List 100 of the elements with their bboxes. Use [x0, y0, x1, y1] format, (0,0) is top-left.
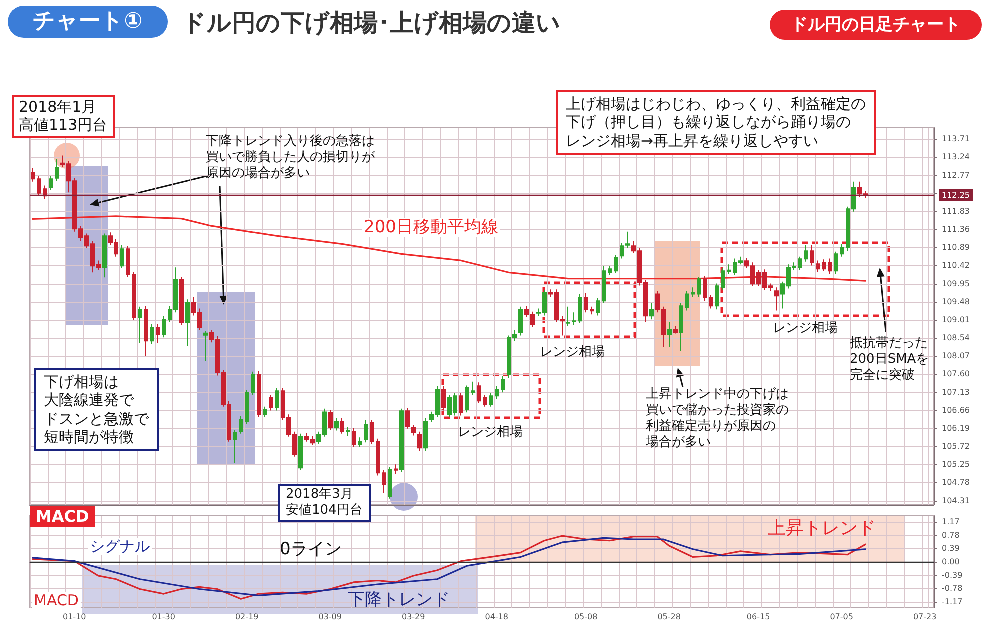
candlestick [37, 176, 41, 197]
x-tick-label: 03-09 [318, 612, 342, 622]
candlestick [840, 244, 844, 258]
candlestick [144, 306, 148, 357]
candlestick [203, 330, 208, 362]
series-label: MACD [34, 592, 79, 610]
candlestick [411, 424, 416, 436]
candlestick [572, 312, 576, 326]
annotation: 下降トレンド入り後の急落は買いで勝負した人の損切りが原因の場合が多い [206, 134, 375, 182]
y-tick-label: 111.83 [942, 206, 970, 216]
candlestick [822, 259, 826, 272]
candlestick [275, 388, 279, 412]
y-tick-label: 105.25 [942, 460, 970, 470]
candlestick [590, 306, 594, 316]
candlestick [602, 266, 606, 304]
candlestick [328, 409, 333, 431]
candlestick [608, 266, 612, 276]
candlestick [477, 382, 481, 404]
y-tick-label: 107.13 [942, 388, 970, 397]
candlestick [721, 268, 725, 291]
candlestick [394, 464, 398, 475]
x-tick-label: 01-30 [152, 612, 176, 622]
candlestick [518, 306, 523, 336]
candlestick [185, 299, 190, 347]
candlestick [120, 244, 124, 269]
candlestick [49, 176, 53, 191]
candlestick [102, 233, 107, 278]
x-tick-label: 07-23 [913, 612, 937, 622]
x-tick-label: 05-28 [658, 612, 681, 622]
candlestick [667, 322, 672, 348]
y-tick-label: 109.95 [942, 279, 970, 288]
y-tick-label: 106.66 [942, 406, 970, 415]
candlestick [382, 470, 386, 494]
candlestick [614, 254, 618, 274]
annotation: 2018年1月高値113円台 [19, 98, 108, 135]
candlestick [566, 306, 570, 327]
candlestick [269, 394, 273, 412]
x-tick-label: 06-15 [746, 612, 770, 622]
text: ドル円の日足チャート [770, 10, 982, 40]
annotation: レンジ相場 [773, 321, 838, 337]
candlestick [727, 264, 731, 275]
chart-subtitle: チャート① [8, 6, 168, 38]
y-tick-label: -0.39 [942, 570, 963, 580]
candlestick [257, 370, 261, 418]
candlestick [471, 381, 475, 396]
ref-line-label: 112.25 [942, 190, 970, 200]
y-tick-label: 109.48 [942, 297, 970, 306]
y-tick-label: 109.01 [942, 315, 970, 324]
series-label: 200日移動平均線 [364, 218, 498, 238]
y-tick-label: 110.42 [942, 261, 970, 270]
x-tick-label: 07-05 [830, 612, 854, 622]
y-tick-label: 108.54 [942, 334, 970, 343]
y-tick-label: -0.78 [942, 584, 963, 594]
x-tick-label: 05-08 [574, 612, 598, 622]
candlestick [703, 276, 707, 302]
y-tick-label: 105.72 [942, 442, 970, 452]
candlestick [138, 306, 142, 344]
candlestick [495, 386, 499, 400]
candlestick [340, 418, 344, 434]
candlestick [263, 406, 267, 418]
candlestick [798, 256, 802, 271]
chart-title: ドル円の下げ相場･上げ相場の違い [182, 8, 561, 39]
x-tick-label: 01-10 [62, 612, 86, 622]
candlestick [399, 408, 404, 473]
candlestick [364, 420, 368, 444]
annotation: 下げ相場は大陰線連発でドスンと急激で短時間が特徴 [44, 373, 149, 446]
candlestick [804, 244, 808, 262]
y-tick-label: 107.60 [942, 370, 970, 379]
candlestick [126, 246, 130, 278]
ref-line-label: 0ライン [280, 540, 342, 560]
candlestick [834, 251, 838, 275]
candlestick [596, 298, 600, 316]
candlestick [673, 326, 678, 334]
y-tick-label: 1.17 [942, 518, 960, 527]
candlestick [697, 276, 701, 298]
candlestick [715, 283, 719, 310]
candlestick [578, 294, 582, 324]
candlestick [685, 290, 689, 312]
candlestick [245, 390, 249, 425]
x-tick-label: 03-29 [402, 612, 426, 622]
candlestick [233, 429, 237, 464]
candlestick [405, 408, 410, 430]
candlestick [828, 258, 832, 275]
candlestick [774, 287, 779, 312]
series-label: シグナル [90, 538, 150, 556]
y-tick-label: 104.78 [942, 478, 970, 488]
candlestick [179, 276, 184, 326]
annotation: 2018年3月安値104円台 [286, 487, 363, 519]
y-tick-label: 110.89 [942, 243, 970, 252]
candlestick [679, 302, 683, 352]
annotation: 上げ相場はじわじわ、ゆっくり、利益確定の下げ（押し目）も繰り返しながら踊り場のレンジ相場→再上昇を繰り返しやすい [566, 95, 866, 150]
candlestick [810, 244, 814, 266]
candlestick [162, 316, 166, 338]
y-tick-label: 108.07 [942, 352, 970, 361]
y-tick-label: 113.71 [942, 134, 970, 144]
candlestick [132, 272, 136, 321]
candlestick [489, 392, 493, 408]
candlestick [441, 386, 446, 412]
candlestick [358, 437, 362, 448]
candlestick [376, 438, 380, 476]
